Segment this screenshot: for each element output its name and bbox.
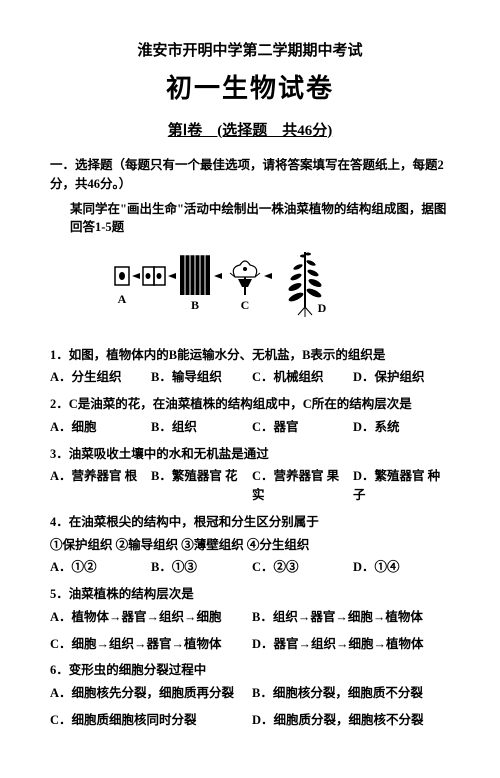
q5-opt-a: A．植物体→器官→组织→细胞 [50, 608, 248, 627]
q4-opt-b: B．①③ [151, 558, 248, 577]
q5-options-row2: C．细胞→组织→器官→植物体 D．器官→组织→细胞→植物体 [50, 635, 450, 654]
q5-opt-b: B．组织→器官→细胞→植物体 [252, 608, 450, 627]
q4-sub: ①保护组织 ②输导组织 ③薄壁组织 ④分生组织 [50, 536, 450, 555]
q4-stem: 4．在油菜根尖的结构中，根冠和分生区分别属于 [50, 513, 450, 532]
q6-opt-c: C．细胞质细胞核同时分裂 [50, 711, 248, 730]
q4-options: A．①② B．①③ C．②③ D．①④ [50, 558, 450, 577]
figure-c-icon [230, 261, 260, 295]
q2-opt-d: D．系统 [353, 418, 450, 437]
q2-opt-b: B．组织 [151, 418, 248, 437]
q1-opt-d: D．保护组织 [353, 368, 450, 387]
q4-opt-a: A．①② [50, 558, 147, 577]
q2-options: A．细胞 B．组织 C．器官 D．系统 [50, 418, 450, 437]
exam-school-title: 淮安市开明中学第二学期期中考试 [50, 40, 450, 63]
question-figure: A B C [50, 247, 450, 328]
figure-label-a: A [118, 292, 127, 306]
q5-opt-d: D．器官→组织→细胞→植物体 [252, 635, 450, 654]
figure-label-d: D [318, 301, 327, 315]
q6-opt-d: D．细胞质分裂，细胞核不分裂 [252, 711, 450, 730]
exam-title: 初一生物试卷 [50, 69, 450, 108]
q6-stem: 6．变形虫的细胞分裂过程中 [50, 661, 450, 680]
instructions-line2: 某同学在"画出生命"活动中绘制出一株油菜植物的结构组成图，据图回答1-5题 [70, 200, 450, 238]
q3-opt-a: A．营养器官 根 [50, 467, 147, 505]
q2-opt-a: A．细胞 [50, 418, 147, 437]
q3-stem: 3．油菜吸收土壤中的水和无机盐是通过 [50, 445, 450, 464]
q1-options: A．分生组织 B．输导组织 C．机械组织 D．保护组织 [50, 368, 450, 387]
q3-options: A．营养器官 根 B．繁殖器官 花 C．营养器官 果实 D．繁殖器官 种子 [50, 467, 450, 505]
q5-stem: 5．油菜植株的结构层次是 [50, 585, 450, 604]
q2-opt-c: C．器官 [252, 418, 349, 437]
figure-b-icon [180, 255, 210, 295]
figure-label-b: B [191, 298, 199, 312]
q2-stem: 2．C是油菜的花，在油菜植株的结构组成中，C所在的结构层次是 [50, 395, 450, 414]
section-heading: 第Ⅰ卷 (选择题 共46分) [50, 120, 450, 143]
q1-stem: 1．如图，植物体内的B能运输水分、无机盐，B表示的组织是 [50, 346, 450, 365]
q6-options-row2: C．细胞质细胞核同时分裂 D．细胞质分裂，细胞核不分裂 [50, 711, 450, 730]
q3-opt-c: C．营养器官 果实 [252, 467, 349, 505]
q1-opt-c: C．机械组织 [252, 368, 349, 387]
q1-opt-b: B．输导组织 [151, 368, 248, 387]
q4-opt-d: D．①④ [353, 558, 450, 577]
q3-opt-d: D．繁殖器官 种子 [353, 467, 450, 505]
q5-options-row1: A．植物体→器官→组织→细胞 B．组织→器官→细胞→植物体 [50, 608, 450, 627]
q6-opt-a: A．细胞核先分裂，细胞质再分裂 [50, 684, 248, 703]
q3-opt-b: B．繁殖器官 花 [151, 467, 248, 505]
q1-opt-a: A．分生组织 [50, 368, 147, 387]
q4-opt-c: C．②③ [252, 558, 349, 577]
instructions-line1: 一．选择题（每题只有一个最佳选项，请将答案填写在答题纸上，每题2分，共46分。） [50, 156, 450, 194]
q6-options-row1: A．细胞核先分裂，细胞质再分裂 B．细胞核分裂，细胞质不分裂 [50, 684, 450, 703]
figure-label-c: C [241, 298, 250, 312]
q6-opt-b: B．细胞核分裂，细胞质不分裂 [252, 684, 450, 703]
q5-opt-c: C．细胞→组织→器官→植物体 [50, 635, 248, 654]
